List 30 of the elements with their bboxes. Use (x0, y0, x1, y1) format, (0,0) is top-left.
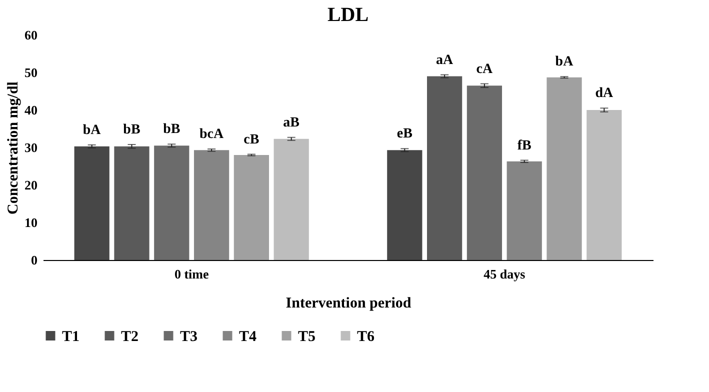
legend-label: T5 (298, 328, 316, 345)
data-label: aA (436, 52, 454, 68)
data-label: eB (396, 126, 412, 142)
x-axis-title: Intervention period (286, 296, 412, 312)
y-tick-label: 30 (24, 140, 38, 155)
data-label: cB (244, 132, 260, 148)
legend-label: T4 (239, 328, 258, 345)
data-label: bcA (199, 127, 224, 142)
x-tick-label: 45 days (484, 266, 526, 282)
data-label: fB (517, 138, 532, 154)
y-tick-label: 60 (24, 28, 38, 42)
data-label: dA (595, 86, 614, 102)
y-tick-label: 50 (24, 65, 38, 80)
chart-title: LDL (327, 4, 369, 26)
y-tick-label: 0 (31, 252, 38, 268)
data-label: bB (123, 122, 140, 138)
y-tick-label: 40 (24, 102, 38, 118)
legend-label: T3 (180, 328, 198, 345)
legend-label: T1 (62, 328, 80, 345)
data-label: aB (283, 115, 300, 130)
data-label: bB (163, 122, 180, 138)
legend-label: T2 (121, 328, 139, 345)
legend-label: T6 (357, 328, 376, 345)
y-tick-label: 10 (24, 215, 38, 230)
x-tick-label: 0 time (174, 266, 209, 282)
data-label: cA (476, 62, 494, 77)
data-label: bA (555, 54, 574, 70)
y-axis-title: Concentration mg/dl (6, 82, 22, 214)
y-tick-label: 20 (24, 178, 38, 192)
data-label: bA (82, 122, 102, 138)
